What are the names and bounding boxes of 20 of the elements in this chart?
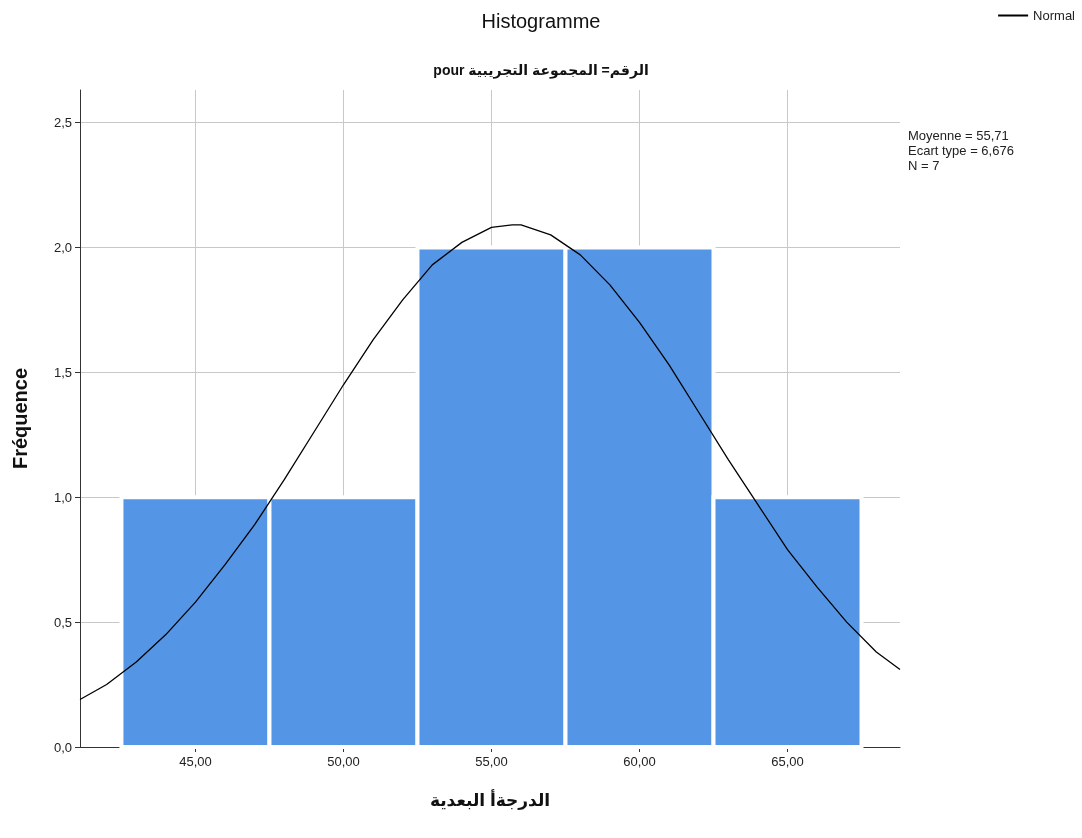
x-axis-title: الدرجةأ البعدية — [429, 789, 551, 810]
line-series — [79, 224, 901, 701]
x-tick-label: 50,00 — [327, 754, 360, 769]
y-tick-label: 1,5 — [53, 364, 72, 380]
y-tick-label: 0,0 — [53, 739, 72, 755]
y-tick-label: 2,5 — [53, 114, 72, 130]
y-tick-label: 2,0 — [53, 239, 72, 255]
y-axis-title: Fréquence — [9, 367, 31, 470]
x-tick-label: 45,00 — [179, 754, 212, 769]
text: Moyenne = 55,71 — [908, 128, 1009, 143]
legend-label: Normal — [1033, 8, 1076, 23]
text: N = 7 — [908, 158, 940, 173]
chart-subtitle: pour الرقم= المجموعة التجريبية — [433, 62, 649, 79]
chart-title: Histogramme — [481, 10, 601, 32]
x-tick-label: 65,00 — [771, 754, 804, 769]
y-tick-label: 0,5 — [53, 614, 72, 630]
text: Ecart type = 6,676 — [908, 143, 1014, 158]
x-tick-label: 60,00 — [623, 754, 656, 769]
x-tick-label: 55,00 — [475, 754, 508, 769]
y-tick-label: 1,0 — [53, 489, 72, 505]
